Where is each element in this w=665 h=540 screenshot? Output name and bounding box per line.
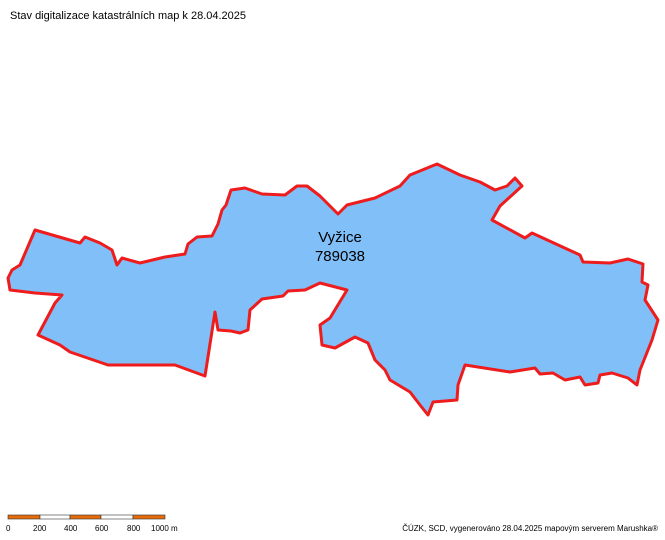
scale-bar [7, 514, 166, 520]
scale-label: 400 [64, 524, 78, 533]
scale-segment [100, 514, 134, 520]
scale-label: 600 [95, 524, 109, 533]
scale-segment [7, 514, 41, 520]
area-name: Vyžice [318, 229, 362, 246]
scale-segment [132, 514, 166, 520]
scale-label: 0 [6, 524, 11, 533]
scale-label: 800 [127, 524, 141, 533]
attribution: ČÚZK, SCD, vygenerováno 28.04.2025 mapov… [402, 524, 658, 533]
scale-segment [39, 514, 71, 520]
scale-label: 200 [33, 524, 47, 533]
scale-segment [69, 514, 102, 520]
map-title: Stav digitalizace katastrálních map k 28… [10, 10, 246, 22]
scale-label: 1000 m [151, 524, 178, 533]
area-code: 789038 [315, 248, 365, 265]
cadastral-area [6, 162, 660, 417]
